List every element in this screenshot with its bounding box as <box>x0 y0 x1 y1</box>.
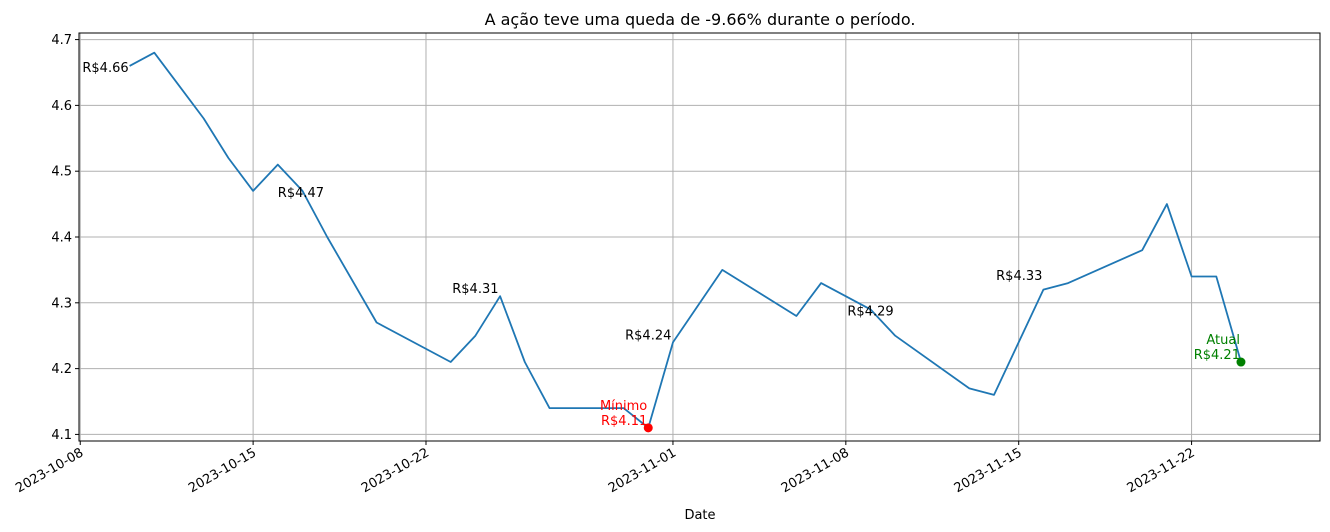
price-line <box>129 51 1242 429</box>
annotation-label: R$4.31 <box>452 282 498 297</box>
x-axis-label: Date <box>684 508 715 523</box>
annotation-label: R$4.24 <box>625 328 671 343</box>
annotation-label: R$4.21 <box>1194 348 1240 363</box>
annotation-label: R$4.33 <box>996 269 1042 284</box>
annotation-label: R$4.66 <box>82 61 128 76</box>
minimum-point <box>643 423 653 433</box>
x-axis: 2023-10-08 2023-10-15 2023-10-22 2023-11-01… <box>13 441 1198 496</box>
y-tick-label: 4.2 <box>51 362 72 377</box>
x-tick-label: 2023-11-08 <box>779 445 852 496</box>
y-tick-label: 4.5 <box>51 165 72 180</box>
annotation-label: R$4.29 <box>847 304 893 319</box>
y-tick-label: 4.4 <box>51 231 72 246</box>
annotations: R$4.66 R$4.47 R$4.31 R$4.24 R$4.29 R$4.33 R$4.… <box>82 61 1240 429</box>
x-tick-label: 2023-10-22 <box>359 445 432 496</box>
x-tick-label: 2023-11-22 <box>1125 445 1198 496</box>
y-tick-label: 4.3 <box>51 296 72 311</box>
price-series <box>129 51 1246 433</box>
x-tick-label: 2023-11-01 <box>606 445 679 496</box>
y-tick-label: 4.1 <box>51 428 72 443</box>
current-point <box>1236 357 1246 367</box>
x-tick-label: 2023-10-08 <box>13 445 86 496</box>
y-tick-label: 4.7 <box>51 33 72 48</box>
x-tick-label: 2023-11-15 <box>952 445 1025 496</box>
chart-title: A ação teve uma queda de -9.66% durante … <box>485 10 916 29</box>
grid-lines <box>79 33 1320 441</box>
annotation-label: Mínimo <box>600 399 647 414</box>
annotation-label: Atual <box>1206 333 1240 348</box>
x-tick-label: 2023-10-15 <box>186 445 259 496</box>
annotation-label: R$4.11 <box>601 414 647 429</box>
y-tick-label: 4.6 <box>51 99 72 114</box>
y-axis: 4.1 4.2 4.3 4.4 4.5 4.6 4.7 <box>51 33 79 443</box>
annotation-label: R$4.47 <box>278 186 324 201</box>
